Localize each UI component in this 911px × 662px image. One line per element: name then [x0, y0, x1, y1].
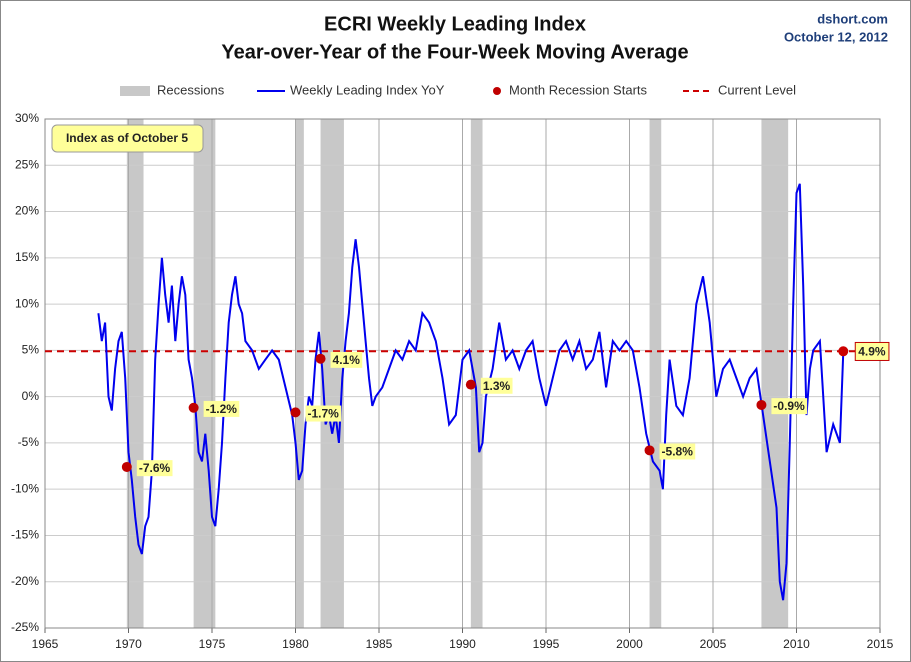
source: dshort.com [817, 11, 888, 26]
current-point [838, 346, 849, 357]
recession-start-point [756, 399, 767, 410]
x-tick-label: 1985 [366, 637, 393, 651]
legend-label: Current Level [718, 82, 796, 97]
current-label: 4.9% [858, 344, 886, 358]
data-label-bg [136, 460, 173, 477]
data-label-bg [771, 398, 808, 415]
x-tick-label: 2005 [700, 637, 727, 651]
annotation-box [51, 124, 204, 153]
recession-band [761, 119, 789, 628]
recession-start-point [465, 379, 476, 390]
data-label: -1.7% [308, 407, 340, 421]
recession-band [295, 119, 304, 628]
y-tick-label: 10% [15, 296, 39, 310]
y-tick-label: 30% [15, 111, 39, 125]
x-tick-label: 1990 [449, 637, 476, 651]
y-tick-label: -15% [11, 528, 39, 542]
current-label-bg [854, 341, 890, 361]
date: October 12, 2012 [784, 29, 888, 44]
y-tick-label: -25% [11, 620, 39, 634]
legend-label: Weekly Leading Index YoY [290, 82, 445, 97]
data-label: -7.6% [139, 461, 171, 475]
plot-area: -25% -20% -15% -10% -5% 0% 5% 10% 15% 20% 25% 30% 19… [11, 111, 894, 651]
x-tick-label: 1970 [115, 637, 142, 651]
x-tick-label: 1995 [533, 637, 560, 651]
data-label-bg [203, 400, 240, 417]
y-tick-label: -5% [18, 435, 40, 449]
x-tick-label: 2015 [867, 637, 894, 651]
x-tick-label: 1980 [282, 637, 309, 651]
data-label-bg [305, 405, 342, 422]
y-tick-label: 25% [15, 157, 39, 171]
index-line [97, 183, 845, 601]
recession-start-point [188, 402, 199, 413]
chart-subtitle: Year-over-Year of the Four-Week Moving A… [221, 41, 688, 63]
chart-title: ECRI Weekly Leading Index [324, 13, 586, 35]
legend-label: Recessions [157, 82, 225, 97]
y-tick-label: 15% [15, 250, 39, 264]
recession-band [126, 119, 144, 628]
x-tick-label: 2000 [616, 637, 643, 651]
recession-band [320, 119, 344, 628]
y-tick-label: -20% [11, 574, 39, 588]
y-tick-label: 0% [22, 389, 40, 403]
data-label-bg [480, 377, 513, 394]
data-label: -5.8% [662, 444, 694, 458]
x-tick-label: 2010 [783, 637, 810, 651]
data-label-bg [330, 351, 363, 368]
recession-start-point [121, 461, 132, 472]
plot-frame [44, 118, 881, 629]
legend-swatch-dot [493, 87, 501, 95]
x-tick-label: 1975 [199, 637, 226, 651]
recession-band [649, 119, 662, 628]
legend-swatch-recessions [120, 86, 150, 96]
data-label-bg [659, 443, 696, 460]
recession-start-point [315, 353, 326, 364]
y-tick-label: -10% [11, 481, 39, 495]
data-label: 1.3% [483, 379, 511, 393]
annotation: Index as of October 5 [66, 131, 188, 145]
legend-label: Month Recession Starts [509, 82, 648, 97]
y-tick-label: 20% [15, 204, 39, 218]
recession-band [470, 119, 483, 628]
x-tick-label: 1965 [32, 637, 59, 651]
data-label: 4.1% [333, 353, 361, 367]
recession-start-point [290, 407, 301, 418]
recession-start-point [644, 445, 655, 456]
y-tick-label: 5% [22, 343, 40, 357]
data-label: -1.2% [206, 402, 238, 416]
data-label: -0.9% [773, 399, 805, 413]
